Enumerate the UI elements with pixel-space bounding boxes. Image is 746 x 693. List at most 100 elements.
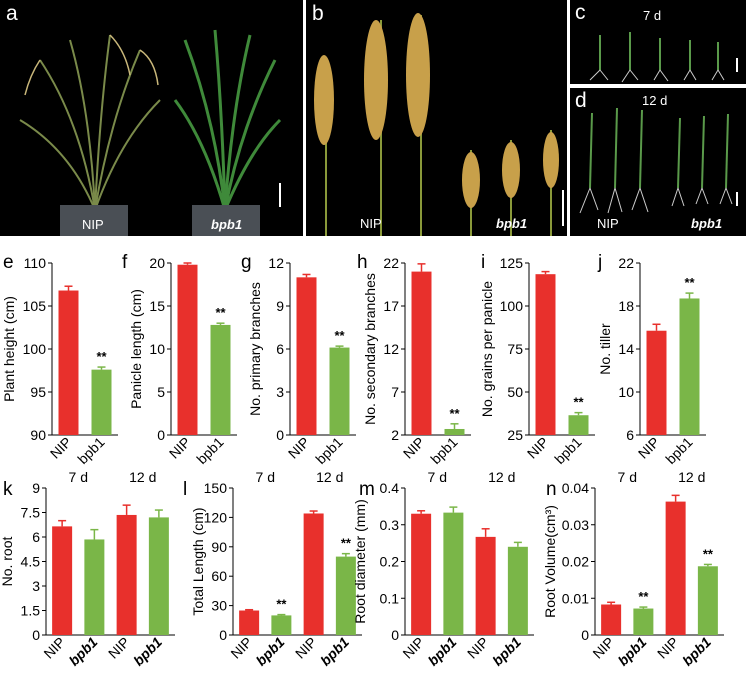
group-label: 12 d (316, 469, 343, 485)
category-label: NIP (589, 634, 617, 662)
genotype-label-nip: NIP (360, 216, 382, 231)
category-label: bpb1 (193, 434, 226, 467)
category-label: bpb1 (253, 634, 288, 669)
bar-nip (601, 604, 622, 635)
bar-bpb1 (84, 539, 105, 635)
category-label: bpb1 (312, 434, 345, 467)
group-label: 7 d (69, 469, 88, 485)
y-tick-label: 110 (24, 255, 47, 271)
y-tick-label: 0 (219, 627, 227, 643)
genotype-label-bpb1: bpb1 (496, 216, 528, 231)
bar-nip (177, 264, 198, 435)
category-label: bpb1 (551, 434, 584, 467)
y-tick-label: 30 (211, 598, 227, 614)
y-axis-label: Root Volume(cm³) (542, 505, 558, 618)
category-label: NIP (40, 634, 68, 662)
y-tick-label: 150 (204, 480, 228, 496)
category-label: NIP (47, 434, 75, 462)
y-tick-label: 3 (276, 384, 284, 400)
category-label: NIP (524, 434, 552, 462)
bar-nip (535, 274, 556, 435)
y-tick-label: 14 (618, 341, 634, 357)
y-tick-label: 3 (32, 578, 40, 594)
group-label: 12 d (678, 469, 705, 485)
y-axis-label: Total Length (cm) (190, 507, 206, 615)
bar-nip (239, 610, 260, 635)
y-tick-label: 4.5 (21, 554, 41, 570)
genotype-label-bpb1: bpb1 (691, 216, 723, 231)
category-label: NIP (166, 434, 194, 462)
group-label: 7 d (256, 469, 275, 485)
photo-panel-a: a NIP bpb1 (0, 0, 303, 236)
significance-annotation: ** (341, 536, 352, 551)
y-tick-label: 7.5 (21, 505, 41, 521)
y-tick-label: 1.5 (21, 603, 41, 619)
significance-annotation: ** (276, 597, 287, 612)
bar-nip (52, 526, 73, 635)
y-tick-label: 0.3 (380, 517, 400, 533)
bar-bpb1 (507, 546, 528, 635)
seedling-photo-7d (589, 32, 738, 83)
bar-bpb1 (210, 324, 231, 435)
panel-letter: a (6, 2, 18, 25)
bar-nip (411, 513, 432, 635)
significance-annotation: ** (703, 546, 714, 561)
bar-nip (116, 514, 137, 635)
y-tick-label: 18 (618, 298, 634, 314)
category-label: bpb1 (427, 434, 460, 467)
category-label: bpb1 (74, 434, 107, 467)
y-axis-label: No. root (0, 536, 15, 586)
panel-letter: n (546, 479, 557, 500)
y-tick-label: 60 (211, 568, 227, 584)
category-label: NIP (227, 634, 255, 662)
y-tick-label: 7 (391, 384, 399, 400)
y-tick-label: 0.2 (380, 554, 400, 570)
panel-letter: e (3, 252, 14, 273)
category-label: NIP (635, 434, 663, 462)
y-tick-label: 17 (383, 298, 399, 314)
y-tick-label: 50 (507, 384, 523, 400)
panel-letter: h (357, 252, 368, 273)
bar-bpb1 (568, 415, 589, 435)
plant-photo-illustration (19, 29, 282, 236)
y-tick-label: 75 (507, 341, 523, 357)
bar-nip (475, 536, 496, 635)
bar-bpb1 (679, 298, 700, 435)
genotype-label-nip: NIP (82, 217, 104, 232)
y-tick-label: 0.4 (380, 480, 400, 496)
y-tick-label: 90 (30, 427, 46, 443)
y-tick-label: 6 (32, 529, 40, 545)
group-label: 7 d (428, 469, 447, 485)
bar-bpb1 (91, 369, 112, 435)
bar-bpb1 (335, 556, 356, 635)
category-label: NIP (464, 634, 492, 662)
stage-label: 12 d (642, 93, 668, 108)
bar-bpb1 (697, 566, 718, 635)
bar-nip (296, 277, 317, 435)
y-tick-label: 120 (204, 509, 228, 525)
significance-annotation: ** (96, 349, 107, 364)
y-tick-label: 0.1 (380, 590, 400, 606)
y-tick-label: 20 (149, 255, 165, 271)
significance-annotation: ** (684, 275, 695, 290)
category-label: bpb1 (679, 634, 714, 669)
y-tick-label: 6 (276, 341, 284, 357)
category-label: bpb1 (425, 634, 460, 669)
y-tick-label: 22 (618, 255, 634, 271)
category-label: bpb1 (662, 434, 695, 467)
y-tick-label: 0.03 (562, 517, 589, 533)
photo-panel-b: b NIP bpb1 (306, 0, 567, 236)
y-tick-label: 0 (581, 627, 589, 643)
y-tick-label: 105 (23, 298, 47, 314)
bar-bpb1 (271, 615, 292, 635)
group-label: 12 d (488, 469, 515, 485)
bar-nip (665, 501, 686, 635)
panel-letter: g (241, 252, 252, 273)
bar-nip (303, 513, 324, 635)
significance-annotation: ** (215, 305, 226, 320)
genotype-label-nip: NIP (597, 216, 619, 231)
significance-annotation: ** (573, 395, 584, 410)
panel-letter: m (359, 479, 375, 500)
y-tick-label: 10 (149, 341, 165, 357)
panel-letter: j (597, 252, 602, 273)
